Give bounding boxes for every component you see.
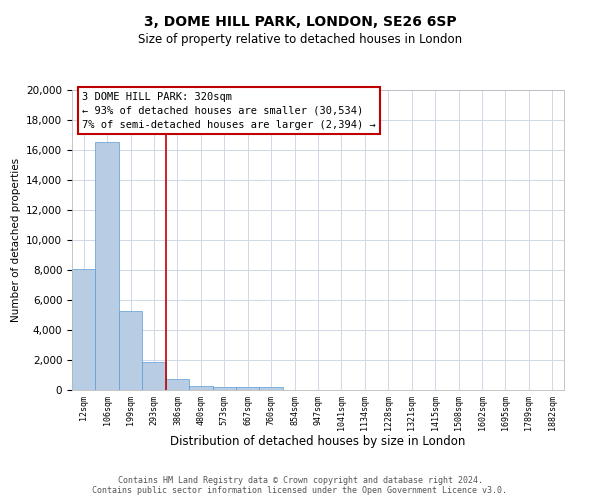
Text: 3 DOME HILL PARK: 320sqm
← 93% of detached houses are smaller (30,534)
7% of sem: 3 DOME HILL PARK: 320sqm ← 93% of detach… [82, 92, 376, 130]
Bar [259, 387, 283, 390]
Text: 3, DOME HILL PARK, LONDON, SE26 6SP: 3, DOME HILL PARK, LONDON, SE26 6SP [143, 15, 457, 29]
Bar [166, 379, 189, 390]
Bar [72, 268, 95, 390]
Bar [236, 387, 259, 390]
Bar [212, 387, 236, 390]
Y-axis label: Number of detached properties: Number of detached properties [11, 158, 20, 322]
Bar [142, 362, 166, 390]
Bar [119, 310, 142, 390]
Text: Contains HM Land Registry data © Crown copyright and database right 2024.
Contai: Contains HM Land Registry data © Crown c… [92, 476, 508, 495]
X-axis label: Distribution of detached houses by size in London: Distribution of detached houses by size … [170, 436, 466, 448]
Text: Size of property relative to detached houses in London: Size of property relative to detached ho… [138, 32, 462, 46]
Bar [189, 386, 212, 390]
Bar [95, 142, 119, 390]
